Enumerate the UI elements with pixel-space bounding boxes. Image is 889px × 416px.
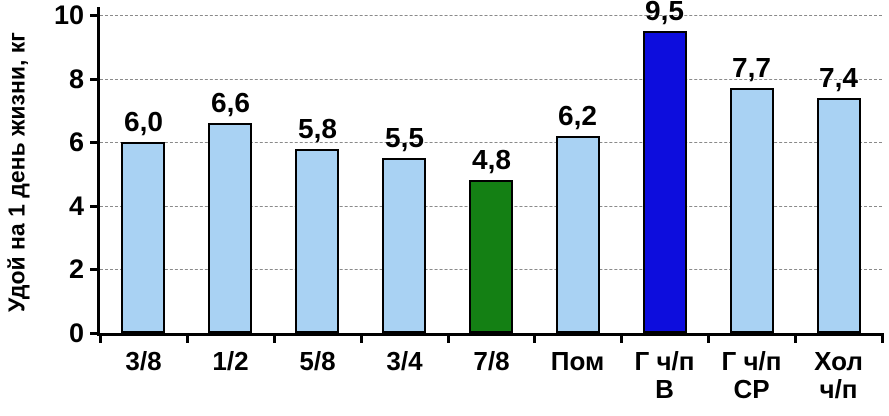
x-category-label: 5/8	[299, 346, 336, 376]
bar-value-label: 5,8	[298, 113, 337, 144]
x-category-label: 3/4	[386, 346, 423, 376]
y-tick-mark	[90, 205, 100, 208]
y-tick-mark	[90, 78, 100, 81]
x-axis-line	[97, 333, 882, 336]
bar-Хол-ч/п	[817, 98, 861, 333]
y-axis-line	[97, 7, 100, 336]
gridline	[100, 142, 882, 143]
bar-value-label: 6,2	[558, 100, 597, 131]
bar-value-label: 7,7	[732, 52, 771, 83]
x-category-label: 7/8	[473, 346, 510, 376]
x-tick-mark	[360, 333, 363, 343]
y-tick-label: 6	[68, 127, 84, 157]
y-tick-mark	[90, 14, 100, 17]
y-tick-mark	[90, 268, 100, 271]
x-tick-mark	[533, 333, 536, 343]
x-tick-mark	[273, 333, 276, 343]
x-tick-mark	[99, 333, 102, 343]
y-tick-mark	[90, 141, 100, 144]
bar-value-label: 6,6	[211, 87, 250, 118]
bar-3/4	[382, 158, 426, 333]
x-tick-mark	[186, 333, 189, 343]
bar-Г-ч/п-В	[643, 31, 687, 333]
bar-3/8	[121, 142, 165, 333]
bar-Г-ч/п-СР	[730, 88, 774, 333]
bar-7/8	[469, 180, 513, 333]
gridline	[100, 79, 882, 80]
bar-value-label: 9,5	[645, 0, 684, 26]
y-tick-label: 8	[68, 64, 84, 94]
x-category-label: Г ч/п В	[634, 346, 695, 405]
y-axis-title: Удой на 1 день жизни, кг	[3, 32, 30, 313]
bar-value-label: 7,4	[819, 62, 858, 93]
x-tick-mark	[447, 333, 450, 343]
bar-1/2	[208, 123, 252, 333]
bar-value-label: 5,5	[385, 122, 424, 153]
gridline	[100, 15, 882, 16]
x-category-label: Г ч/п СР	[721, 346, 782, 405]
bar-value-label: 6,0	[124, 106, 163, 137]
bar-Пом	[556, 136, 600, 333]
y-tick-label: 0	[68, 318, 84, 348]
y-tick-label: 10	[53, 0, 84, 30]
y-tick-mark	[90, 332, 100, 335]
x-category-label: 1/2	[212, 346, 249, 376]
bar-5/8	[295, 149, 339, 333]
x-category-label: Хол ч/п	[814, 346, 863, 405]
x-tick-mark	[794, 333, 797, 343]
y-tick-label: 2	[68, 254, 84, 284]
x-category-label: 3/8	[125, 346, 162, 376]
x-tick-mark	[620, 333, 623, 343]
x-category-label: Пом	[550, 346, 605, 376]
x-tick-mark	[881, 333, 884, 343]
x-tick-mark	[707, 333, 710, 343]
bar-value-label: 4,8	[472, 144, 511, 175]
y-tick-label: 4	[68, 191, 84, 221]
